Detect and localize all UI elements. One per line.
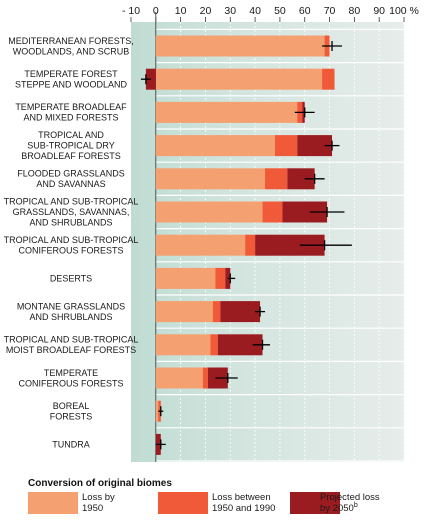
bar-segment <box>322 68 335 90</box>
bar-segment <box>202 367 208 389</box>
legend-label: Loss by 1950 <box>82 492 115 514</box>
bar-segment <box>145 68 156 90</box>
bar-segment <box>212 301 221 323</box>
category-label: BOREAL FORESTS <box>50 401 93 422</box>
legend-label: Projected loss by 2050b <box>320 492 380 514</box>
bar-segment <box>155 168 266 190</box>
bar-segment <box>215 267 226 289</box>
x-tick-label: 50 <box>274 5 286 17</box>
x-tick-label: 60 <box>299 5 311 17</box>
bar-segment <box>245 234 256 256</box>
legend-swatch <box>28 492 78 514</box>
bar-segment <box>155 135 275 157</box>
category-label: FLOODED GRASSLANDS AND SAVANNAS <box>17 169 125 190</box>
x-tick-label: 20 <box>200 5 212 17</box>
category-label: TUNDRA <box>52 439 90 449</box>
category-label: TEMPERATE CONIFEROUS FORESTS <box>18 368 123 389</box>
x-tick-label: 80 <box>349 5 361 17</box>
category-label: TROPICAL AND SUB-TROPICAL DRY BROADLEAF FO… <box>21 130 121 161</box>
bar-segment <box>287 168 315 190</box>
category-label: TEMPERATE BROADLEAF AND MIXED FORESTS <box>15 102 127 123</box>
x-tick-label: 0 <box>153 5 159 17</box>
category-label: DESERTS <box>50 273 92 283</box>
bar-segment <box>155 367 203 389</box>
category-labels: MEDITERRANEAN FORESTS, WOODLANDS, AND SCR… <box>4 36 139 450</box>
bar-segment <box>297 135 333 157</box>
category-label: TROPICAL AND SUB-TROPICAL CONIFEROUS FORE… <box>4 235 139 256</box>
bar-segment <box>274 135 298 157</box>
x-tick-label: 10 <box>175 5 187 17</box>
legend: Conversion of original biomes Loss by 1950… <box>28 478 380 514</box>
bar-segment <box>155 301 213 323</box>
bar-segment <box>155 267 216 289</box>
legend-title: Conversion of original biomes <box>28 478 172 489</box>
bars <box>145 35 335 455</box>
x-tick-label: 100 % <box>389 5 419 17</box>
bar-segment <box>265 168 288 190</box>
error-bars <box>140 41 352 450</box>
bar-segment <box>155 68 323 90</box>
bar-segment <box>155 234 246 256</box>
category-label: MEDITERRANEAN FORESTS, WOODLANDS, AND SCR… <box>8 36 134 57</box>
x-tick-label: 70 <box>324 5 336 17</box>
bar-segment <box>210 334 218 356</box>
legend-swatch <box>158 492 208 514</box>
legend-swatch <box>290 492 340 514</box>
x-tick-label: - 10 <box>122 5 140 17</box>
bar-segment <box>262 201 283 223</box>
bar-segment <box>255 234 325 256</box>
bar-segment <box>282 201 328 223</box>
bar-segment <box>217 334 263 356</box>
x-tick-label: 40 <box>249 5 261 17</box>
x-tick-label: 90 <box>373 5 385 17</box>
category-label: TEMPERATE FOREST STEPPE AND WOODLAND <box>15 69 128 90</box>
bar-segment <box>155 334 211 356</box>
category-label: MONTANE GRASSLANDS AND SHRUBLANDS <box>17 301 125 322</box>
bar-segment <box>155 201 263 223</box>
legend-label: Loss between 1950 and 1990 <box>212 492 275 514</box>
category-label: TROPICAL AND SUB-TROPICAL MOIST BROADLEAF… <box>4 335 139 356</box>
bar-segment <box>155 101 298 123</box>
x-axis: - 10 0 10 20 30 40 50 60 70 80 90 100 % <box>122 5 419 22</box>
bar-segment <box>220 301 261 323</box>
x-tick-label: 30 <box>224 5 236 17</box>
bar-segment <box>155 400 159 422</box>
category-label: TROPICAL AND SUB-TROPICAL GRASSLANDS, SAV… <box>4 197 139 228</box>
bar-segment <box>155 35 325 57</box>
